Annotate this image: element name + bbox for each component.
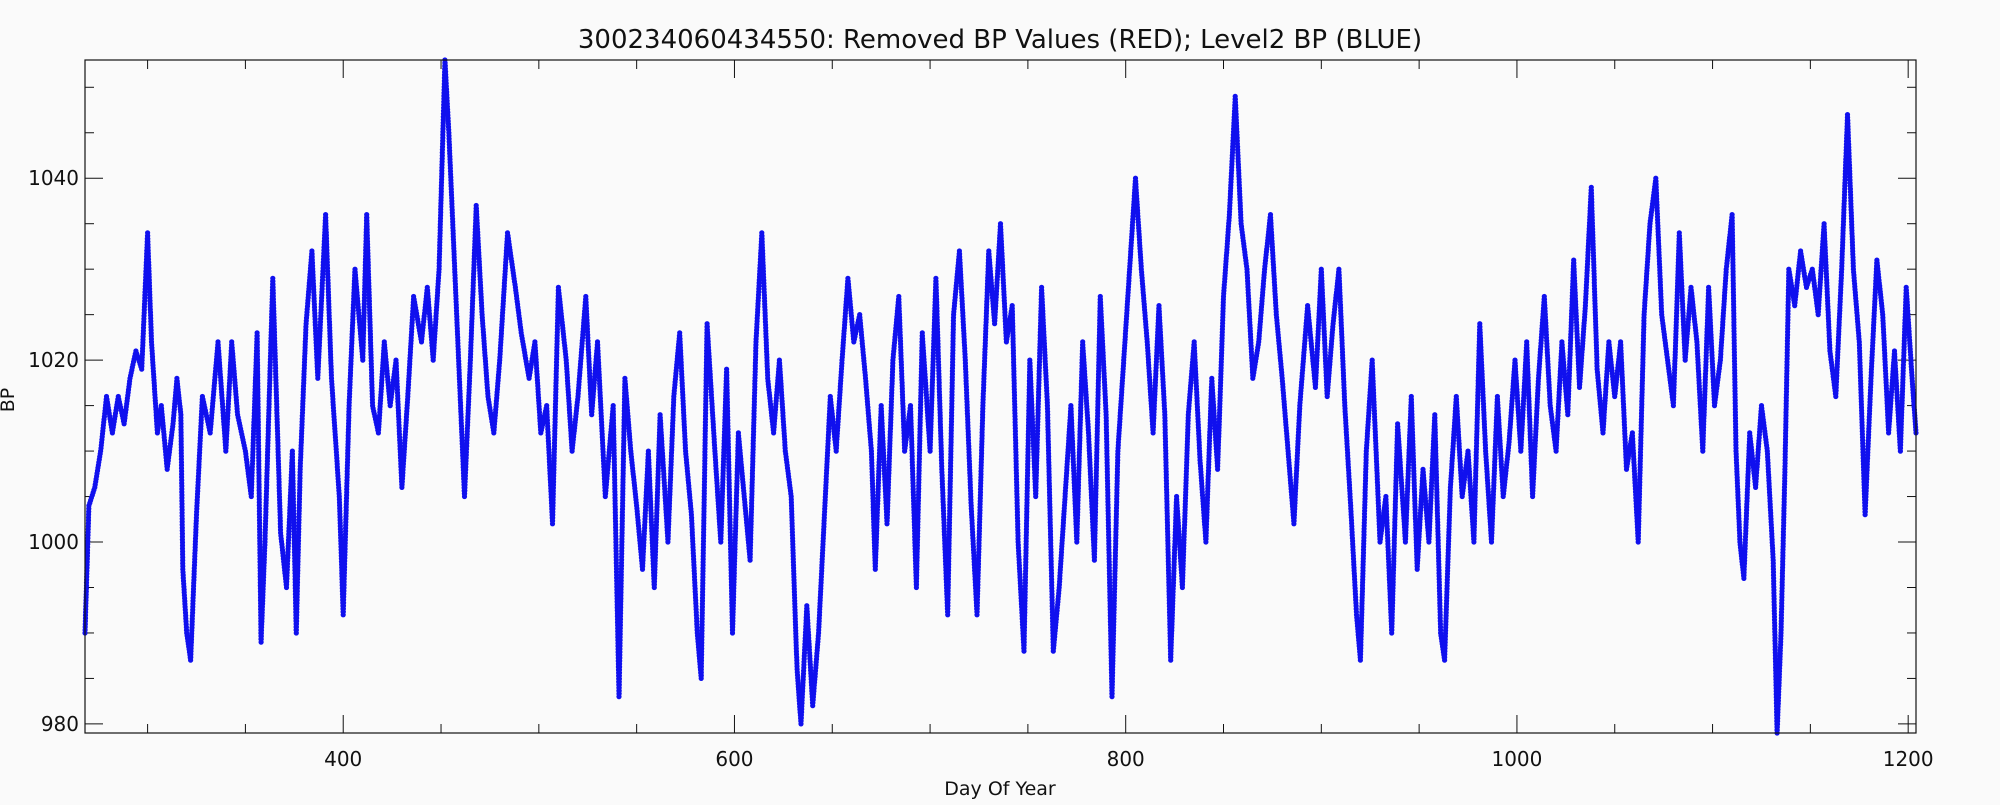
y-tick-label: 1040 (28, 166, 79, 190)
y-tick-label: 1000 (28, 530, 79, 554)
chart-title: 300234060434550: Removed BP Values (RED)… (578, 25, 1422, 55)
y-tick-label: 980 (41, 712, 79, 736)
plot-points (82, 57, 1918, 735)
y-tick-label: 1020 (28, 348, 79, 372)
x-tick-label: 1200 (1883, 747, 1934, 771)
x-tick-label: 600 (715, 747, 753, 771)
x-tick-label: 1000 (1491, 747, 1542, 771)
x-tick-label: 400 (324, 747, 362, 771)
x-tick-label: 800 (1107, 747, 1145, 771)
